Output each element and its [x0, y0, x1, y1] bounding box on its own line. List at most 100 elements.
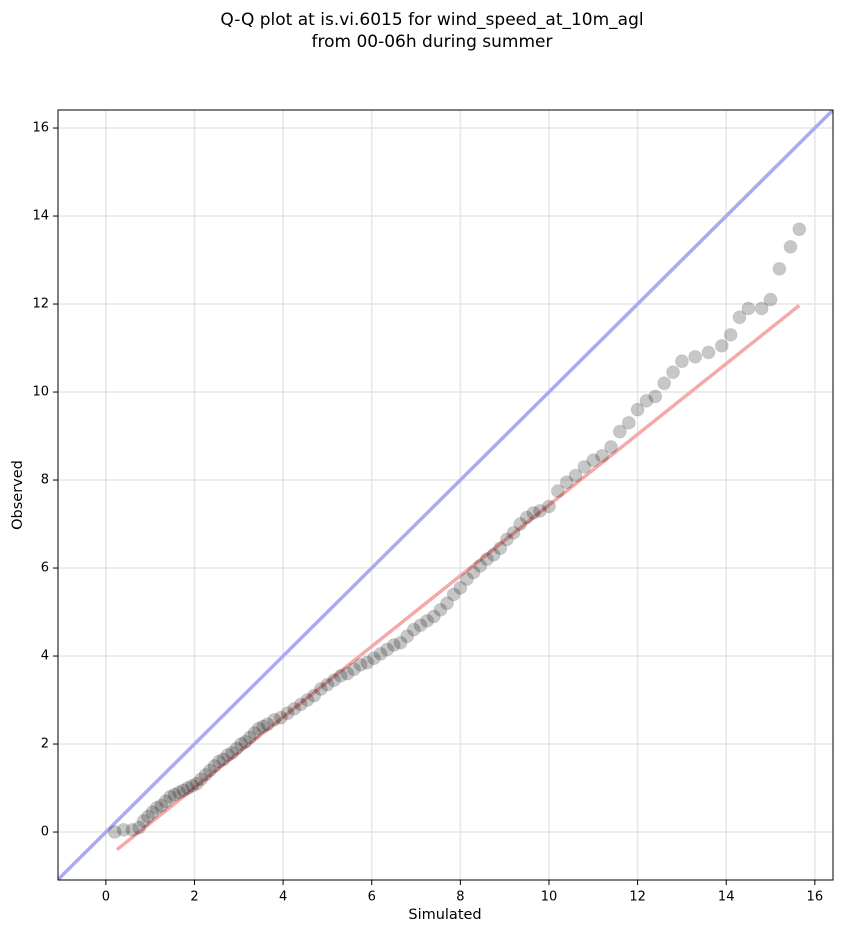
x-tick-label: 12: [629, 890, 646, 905]
point: [256, 719, 271, 734]
point: [688, 349, 703, 364]
point: [621, 415, 636, 430]
point: [459, 572, 474, 587]
point: [380, 642, 395, 657]
point: [360, 655, 375, 670]
x-tick-label: 4: [279, 890, 287, 905]
reference-line: [58, 110, 833, 880]
plot-area: [58, 110, 833, 880]
point: [154, 798, 169, 813]
point: [180, 781, 195, 796]
point: [666, 365, 681, 380]
point: [630, 402, 645, 417]
x-tick-label: 2: [190, 890, 198, 905]
point: [145, 805, 160, 820]
point: [639, 393, 654, 408]
point: [260, 717, 275, 732]
y-tick-label: 0: [41, 825, 49, 840]
point: [533, 503, 548, 518]
point: [519, 510, 534, 525]
point: [393, 635, 408, 650]
point: [198, 767, 213, 782]
reference-line: [115, 303, 801, 852]
point: [513, 517, 528, 532]
point: [136, 814, 151, 829]
point: [202, 763, 217, 778]
axes-frame: [57, 109, 834, 881]
point: [714, 338, 729, 353]
point: [506, 525, 521, 540]
point: [466, 565, 481, 580]
point: [406, 622, 421, 637]
point: [333, 668, 348, 683]
point: [225, 745, 240, 760]
y-tick-label: 2: [41, 737, 49, 752]
point: [479, 552, 494, 567]
point: [307, 688, 322, 703]
point: [657, 376, 672, 391]
point: [287, 701, 302, 716]
point: [413, 618, 428, 633]
point: [280, 706, 295, 721]
point: [763, 292, 778, 307]
point: [595, 448, 610, 463]
point: [300, 693, 315, 708]
point: [207, 759, 222, 774]
point: [194, 772, 209, 787]
point: [701, 345, 716, 360]
point: [340, 666, 355, 681]
point: [273, 710, 288, 725]
point: [550, 484, 565, 499]
x-tick-label: 10: [541, 890, 558, 905]
x-tick-label: 14: [718, 890, 735, 905]
point: [420, 613, 435, 628]
y-tick-label: 6: [41, 561, 49, 576]
point: [189, 776, 204, 791]
point: [453, 580, 468, 595]
x-tick-label: 6: [368, 890, 376, 905]
x-tick-label: 0: [102, 890, 110, 905]
point: [238, 734, 253, 749]
point: [140, 809, 155, 824]
point: [327, 673, 342, 688]
point: [473, 558, 488, 573]
point: [171, 785, 186, 800]
y-tick-label: 14: [32, 209, 49, 224]
point: [211, 754, 226, 769]
point: [125, 822, 140, 837]
point: [499, 532, 514, 547]
y-tick-label: 8: [41, 473, 49, 488]
chart-subtitle: from 00-06h during summer: [312, 32, 553, 52]
point: [185, 778, 200, 793]
point: [792, 222, 807, 237]
point: [251, 721, 266, 736]
point: [176, 783, 191, 798]
point: [612, 424, 627, 439]
point: [754, 301, 769, 316]
x-axis-label: Simulated: [408, 907, 481, 923]
point: [293, 697, 308, 712]
point: [107, 825, 122, 840]
point: [353, 657, 368, 672]
point: [577, 459, 592, 474]
point: [586, 453, 601, 468]
y-tick-label: 4: [41, 649, 49, 664]
point: [772, 261, 787, 276]
point: [559, 475, 574, 490]
point: [247, 726, 262, 741]
point: [346, 662, 361, 677]
point: [366, 651, 381, 666]
point: [149, 800, 164, 815]
point: [313, 682, 328, 697]
point: [493, 541, 508, 556]
y-axis-label: Observed: [10, 460, 26, 530]
point: [163, 789, 178, 804]
point: [486, 547, 501, 562]
point: [732, 310, 747, 325]
point: [229, 741, 244, 756]
point: [648, 389, 663, 404]
point: [400, 629, 415, 644]
point: [741, 301, 756, 316]
